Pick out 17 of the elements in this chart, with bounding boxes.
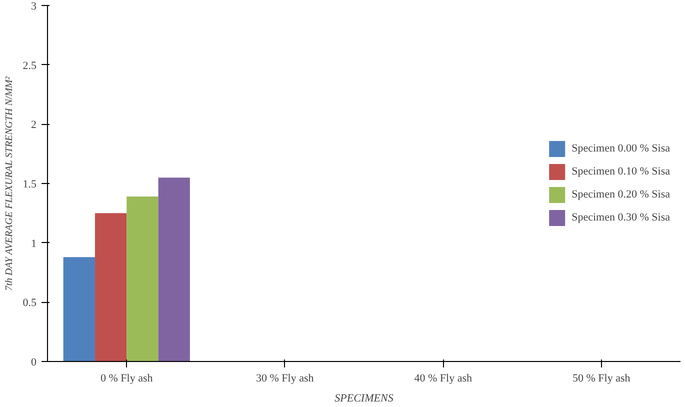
x-tick-label: 40 % Fly ash [414, 372, 472, 384]
x-tick-label: 30 % Fly ash [256, 372, 314, 384]
x-tick-label: 0 % Fly ash [100, 372, 154, 384]
x-tick-label: 50 % Fly ash [572, 372, 631, 384]
y-tick-label: 0 [31, 356, 37, 368]
y-tick-label: 2 [31, 119, 36, 132]
x-axis-title: SPECIMENS [334, 392, 394, 404]
y-tick-label: 1.5 [22, 178, 37, 190]
y-tick-label: 3 [31, 0, 37, 12]
y-tick-label: 0.5 [22, 297, 37, 310]
legend-label: Specimen 0.00 % Sisa [572, 142, 670, 154]
y-tick-label: 1 [31, 238, 36, 250]
legend-label: Specimen 0.20 % Sisa [572, 188, 670, 200]
y-tick-label: 2.5 [22, 60, 37, 72]
legend-label: Specimen 0.10 % Sisa [572, 166, 670, 178]
legend-label: Specimen 0.30 % Sisa [572, 212, 670, 224]
y-axis-title: 7th DAY AVERAGE FLEXURAL STRENGTH N/MM² [4, 76, 15, 291]
